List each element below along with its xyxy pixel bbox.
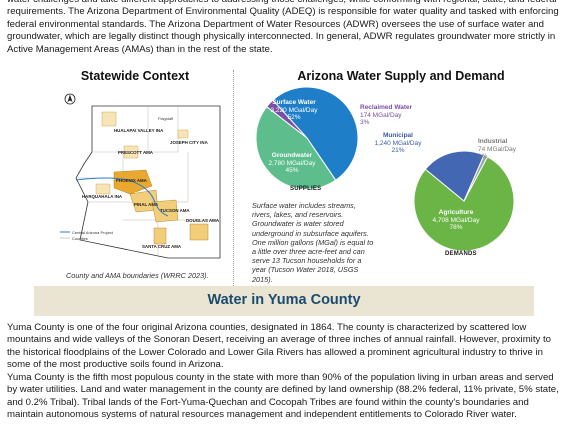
map-label-phoenix: PHOENIX AMA (116, 178, 148, 183)
map-label-harquahala: HARQUAHALA INA (82, 194, 123, 199)
column-divider (233, 70, 234, 292)
map-label-pinal: PINAL AMA (134, 202, 159, 207)
central-arizona-project-canal (75, 177, 169, 217)
north-arrow-icon (64, 93, 76, 105)
section-paragraph-1: Yuma County is one of the four original … (7, 322, 562, 372)
agriculture-name: Agriculture (438, 209, 474, 216)
ama-prescott (123, 145, 139, 159)
pie-label-municipal: Municipal 1,240 MGal/Day 21% (368, 132, 428, 155)
map-label-santa-cruz: SANTA CRUZ AMA (142, 244, 182, 249)
agriculture-value: 4,708 MGal/Day (432, 216, 480, 224)
paragraph-text: Yuma County is one of the four original … (7, 322, 551, 371)
section-heading-band: Water in Yuma County (34, 286, 534, 316)
arizona-map: Central Arizona Project Counties HUALAPA… (60, 93, 221, 259)
pie-label-groundwater: Groundwater 2,780 MGal/Day 45% (262, 152, 322, 175)
groundwater-percent: 45% (285, 167, 299, 174)
pie-label-reclaimed: Reclaimed Water 174 MGal/Day 3% (360, 104, 426, 127)
intro-text-block: water challenges and take different appr… (7, 0, 562, 56)
intro-paragraph: water challenges and take different appr… (7, 0, 559, 55)
pie-label-surface-water: Surface Water 3,220 MGal/Day 52% (264, 99, 324, 122)
ama-harquahala (95, 183, 111, 195)
reclaimed-percent: 3% (360, 119, 370, 126)
groundwater-name: Groundwater (271, 152, 313, 159)
water-note: Surface water includes streams, rivers, … (252, 201, 374, 284)
statewide-context-title: Statewide Context (80, 69, 190, 83)
ama-santa-cruz (153, 227, 167, 245)
industrial-name: Industrial (478, 138, 508, 145)
map-label-flagstaff: Flagstaff (158, 116, 174, 121)
reclaimed-value: 174 MGal/Day (360, 111, 402, 119)
ama-joseph-city (177, 129, 189, 139)
map-label-prescott: PRESCOTT AMA (118, 150, 154, 155)
pie-label-agriculture: Agriculture 4,708 MGal/Day 78% (426, 209, 486, 232)
map-label-hualapai: HUALAPAI VALLEY INA (114, 128, 164, 133)
industrial-slice (463, 154, 489, 202)
groundwater-value: 2,780 MGal/Day (268, 159, 316, 167)
map-legend: Central Arizona Project Counties (60, 230, 114, 241)
water-supply-demand-title: Arizona Water Supply and Demand (297, 69, 505, 83)
section-paragraph-2: Yuma County is the fifth most populous c… (7, 372, 562, 422)
ama-douglas (189, 223, 209, 241)
paragraph-text: Yuma County is the fifth most populous c… (7, 372, 559, 421)
ama-hualapai (101, 111, 117, 127)
section-title: Water in Yuma County (207, 292, 361, 308)
groundwater-slice (255, 106, 337, 190)
surface-water-slice (272, 86, 359, 181)
demands-label: DEMANDS (445, 251, 477, 257)
reclaimed-name: Reclaimed Water (360, 104, 413, 111)
map-label-joseph: JOSEPH CITY INA (170, 140, 209, 145)
map-label-douglas: DOUGLAS AMA (186, 218, 220, 223)
municipal-name: Municipal (383, 132, 413, 139)
municipal-value: 1,240 MGal/Day (374, 139, 422, 147)
legend-counties-label: Counties (72, 236, 88, 241)
agriculture-percent: 78% (449, 224, 463, 231)
industrial-value: 74 MGal/Day (478, 145, 516, 153)
industrial-percent: 1% (478, 153, 488, 160)
agriculture-slice (413, 156, 515, 252)
map-caption: County and AMA boundaries (WRRC 2023). (66, 271, 209, 280)
map-label-tucson: TUCSON AMA (160, 208, 190, 213)
supplies-label: SUPPLIES (290, 186, 322, 192)
municipal-percent: 21% (391, 147, 405, 154)
pie-label-industrial: Industrial 74 MGal/Day 1% (478, 138, 538, 161)
legend-cap-label: Central Arizona Project (72, 230, 114, 235)
surface-water-value: 3,220 MGal/Day (270, 106, 318, 114)
surface-water-name: Surface Water (272, 99, 316, 106)
surface-water-percent: 52% (287, 114, 301, 121)
ama-tucson (151, 199, 179, 223)
reclaimed-water-slice (266, 99, 308, 139)
